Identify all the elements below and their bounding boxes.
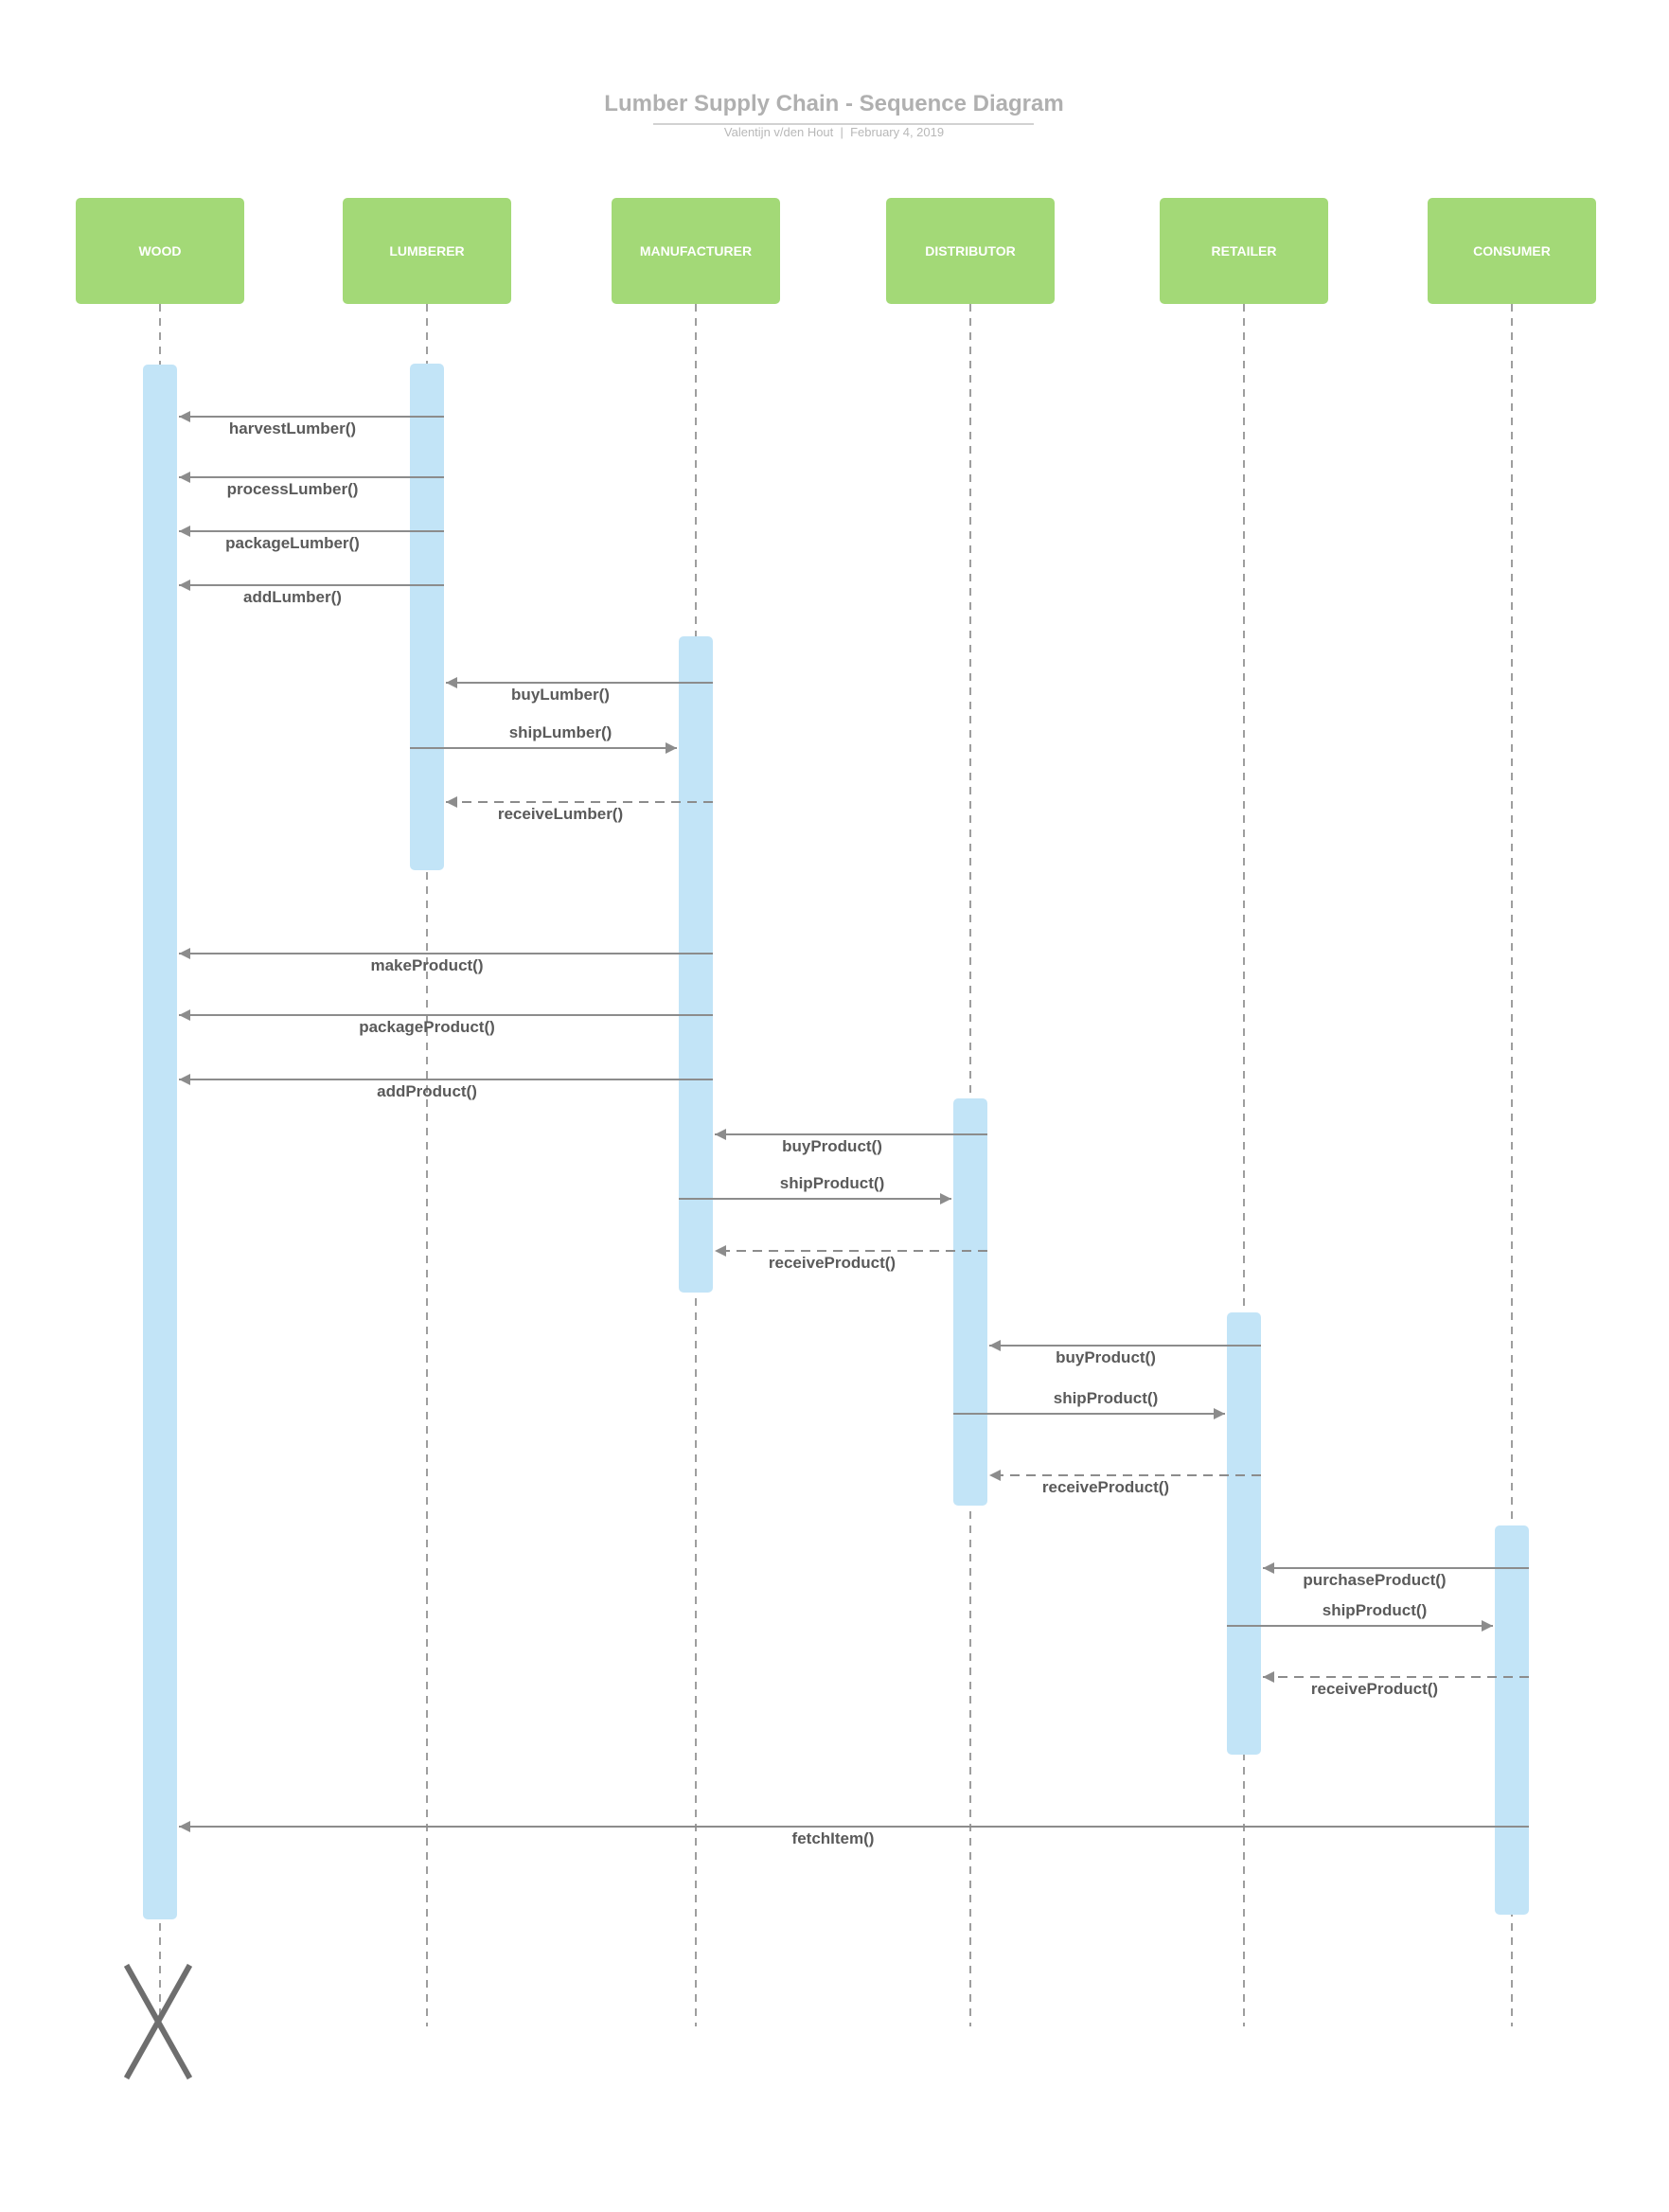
- message-19: receiveProduct(): [1263, 1671, 1529, 1698]
- actor-label-lumberer: LUMBERER: [389, 243, 464, 259]
- messages: harvestLumber() processLumber() packageLum…: [179, 411, 1529, 1847]
- destroy-x-stroke-2: [123, 1963, 193, 2080]
- message-label: shipProduct(): [780, 1174, 885, 1192]
- message-12: shipProduct(): [679, 1174, 951, 1204]
- message-14: buyProduct(): [989, 1340, 1261, 1366]
- message-label: packageLumber(): [225, 534, 360, 552]
- activation-bar-lumberer: [410, 364, 444, 870]
- actor-box-retailer[interactable]: [1160, 198, 1328, 304]
- message-1: harvestLumber(): [179, 411, 444, 437]
- diagram-subtitle: Valentijn v/den Hout | February 4, 2019: [724, 125, 944, 139]
- lifelines: [159, 304, 1513, 2026]
- actor-box-manufacturer[interactable]: [612, 198, 780, 304]
- message-label: receiveProduct(): [1042, 1478, 1169, 1496]
- diagram-title: Lumber Supply Chain - Sequence Diagram: [604, 91, 1063, 116]
- activation-bar-retailer: [1227, 1312, 1261, 1755]
- actor-consumer[interactable]: CONSUMER: [1428, 198, 1596, 304]
- message-2: processLumber(): [179, 472, 444, 498]
- message-3: packageLumber(): [179, 526, 444, 552]
- message-label: addProduct(): [377, 1082, 477, 1100]
- actor-box-wood[interactable]: [76, 198, 244, 304]
- activation-bar-consumer: [1495, 1525, 1529, 1915]
- message-label: harvestLumber(): [229, 419, 356, 437]
- activation-bar-wood: [143, 365, 177, 1919]
- actor-label-wood: WOOD: [138, 243, 181, 259]
- message-label: shipProduct(): [1323, 1601, 1428, 1619]
- message-16: receiveProduct(): [989, 1470, 1261, 1496]
- actor-label-manufacturer: MANUFACTURER: [640, 243, 752, 259]
- message-9: packageProduct(): [179, 1009, 713, 1036]
- activation-bars: [143, 364, 1529, 1919]
- actor-box-distributor[interactable]: [886, 198, 1055, 304]
- message-11: buyProduct(): [715, 1129, 987, 1155]
- message-label: buyProduct(): [1056, 1348, 1156, 1366]
- actor-retailer[interactable]: RETAILER: [1160, 198, 1328, 304]
- message-label: shipProduct(): [1054, 1389, 1159, 1407]
- actor-wood[interactable]: WOOD: [76, 198, 244, 304]
- message-label: makeProduct(): [370, 956, 483, 974]
- message-label: addLumber(): [243, 588, 342, 606]
- message-8: makeProduct(): [179, 948, 713, 974]
- actor-lumberer[interactable]: LUMBERER: [343, 198, 511, 304]
- actor-label-distributor: DISTRIBUTOR: [925, 243, 1015, 259]
- actor-row: WOOD LUMBERER MANUFACTURER DISTRIBUTOR RETAI…: [76, 198, 1596, 304]
- message-4: addLumber(): [179, 580, 444, 606]
- message-label: fetchItem(): [792, 1829, 875, 1847]
- activation-bar-distributor: [953, 1098, 987, 1506]
- message-6: shipLumber(): [410, 723, 677, 754]
- activation-bar-manufacturer: [679, 636, 713, 1293]
- message-20: fetchItem(): [179, 1821, 1529, 1847]
- message-label: buyProduct(): [782, 1137, 882, 1155]
- actor-box-consumer[interactable]: [1428, 198, 1596, 304]
- destroy-marker: [123, 1963, 193, 2080]
- message-label: receiveProduct(): [769, 1254, 896, 1272]
- message-label: buyLumber(): [511, 686, 610, 704]
- actor-distributor[interactable]: DISTRIBUTOR: [886, 198, 1055, 304]
- message-label: shipLumber(): [509, 723, 613, 741]
- actor-label-consumer: CONSUMER: [1473, 243, 1551, 259]
- message-13: receiveProduct(): [715, 1245, 987, 1272]
- message-7: receiveLumber(): [446, 796, 713, 823]
- message-label: purchaseProduct(): [1303, 1571, 1446, 1589]
- actor-box-lumberer[interactable]: [343, 198, 511, 304]
- message-label: receiveProduct(): [1311, 1680, 1438, 1698]
- actor-manufacturer[interactable]: MANUFACTURER: [612, 198, 780, 304]
- message-10: addProduct(): [179, 1074, 713, 1100]
- message-15: shipProduct(): [953, 1389, 1225, 1419]
- actor-label-retailer: RETAILER: [1212, 243, 1277, 259]
- message-5: buyLumber(): [446, 677, 713, 704]
- message-label: processLumber(): [227, 480, 359, 498]
- message-17: purchaseProduct(): [1263, 1562, 1529, 1589]
- message-label: packageProduct(): [359, 1018, 495, 1036]
- diagram-header: Lumber Supply Chain - Sequence Diagram V…: [604, 91, 1063, 139]
- message-label: receiveLumber(): [498, 805, 623, 823]
- message-18: shipProduct(): [1227, 1601, 1493, 1632]
